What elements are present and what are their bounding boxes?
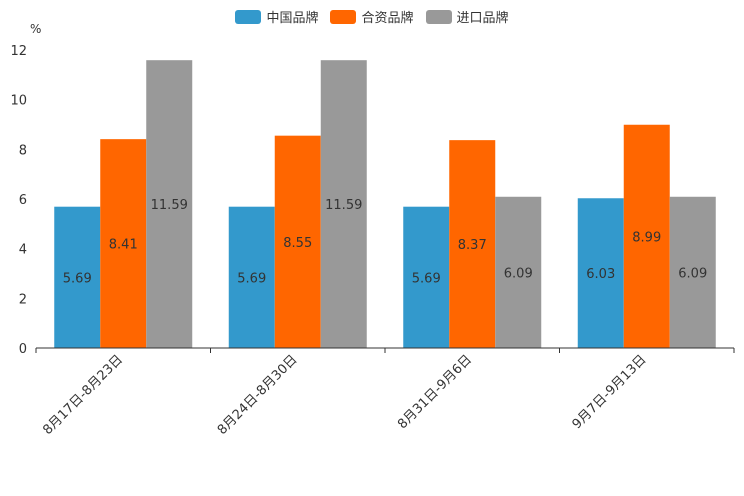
legend-item-joint[interactable]: 合资品牌 [330,7,414,26]
x-tick-label: 8月17日-8月23日 [40,352,126,438]
legend-label-import: 进口品牌 [456,11,509,26]
bar-value-label: 8.99 [632,230,661,245]
bar-value-label: 5.69 [63,271,92,286]
x-tick-label: 9月7日-9月13日 [570,352,650,432]
legend-item-china[interactable]: 中国品牌 [235,7,318,26]
y-tick-label: 2 [19,292,27,307]
y-axis-unit: % [30,22,42,36]
bar-value-label: 8.41 [109,238,138,253]
legend-swatch-joint [330,9,357,24]
legend: 中国品牌 合资品牌 进口品牌 [0,7,744,26]
bar-value-label: 5.69 [237,271,266,286]
y-tick-label: 10 [10,94,27,109]
bar [403,206,450,348]
bar-value-label: 6.09 [504,266,533,281]
legend-item-import[interactable]: 进口品牌 [425,7,509,26]
y-tick-label: 4 [19,243,27,258]
legend-swatch-import [425,9,452,24]
bar-value-label: 5.69 [412,271,441,286]
bar-value-label: 8.37 [458,238,487,253]
legend-label-china: 中国品牌 [266,11,319,26]
bar-value-label: 11.59 [151,198,188,213]
y-tick-label: 0 [19,342,27,357]
bar-value-label: 8.55 [283,236,312,251]
bar-value-label: 6.03 [586,267,615,282]
bar [274,135,321,348]
bar-value-label: 11.59 [325,198,362,213]
bar [228,206,275,348]
bar [669,196,716,348]
y-tick-label: 8 [19,143,27,158]
bar [146,60,193,348]
bar [54,206,101,348]
bar [495,196,542,348]
bar [577,198,624,348]
bar-value-label: 6.09 [678,266,707,281]
legend-swatch-china [235,9,262,24]
x-tick-label: 8月31日-9月6日 [395,352,475,432]
bar [623,124,670,348]
bar [100,139,147,348]
bar [320,60,367,348]
y-tick-label: 6 [19,193,27,208]
legend-label-joint: 合资品牌 [361,11,414,26]
x-tick-label: 8月24日-8月30日 [215,352,301,438]
y-tick-label: 12 [10,44,27,59]
bar [449,140,496,348]
